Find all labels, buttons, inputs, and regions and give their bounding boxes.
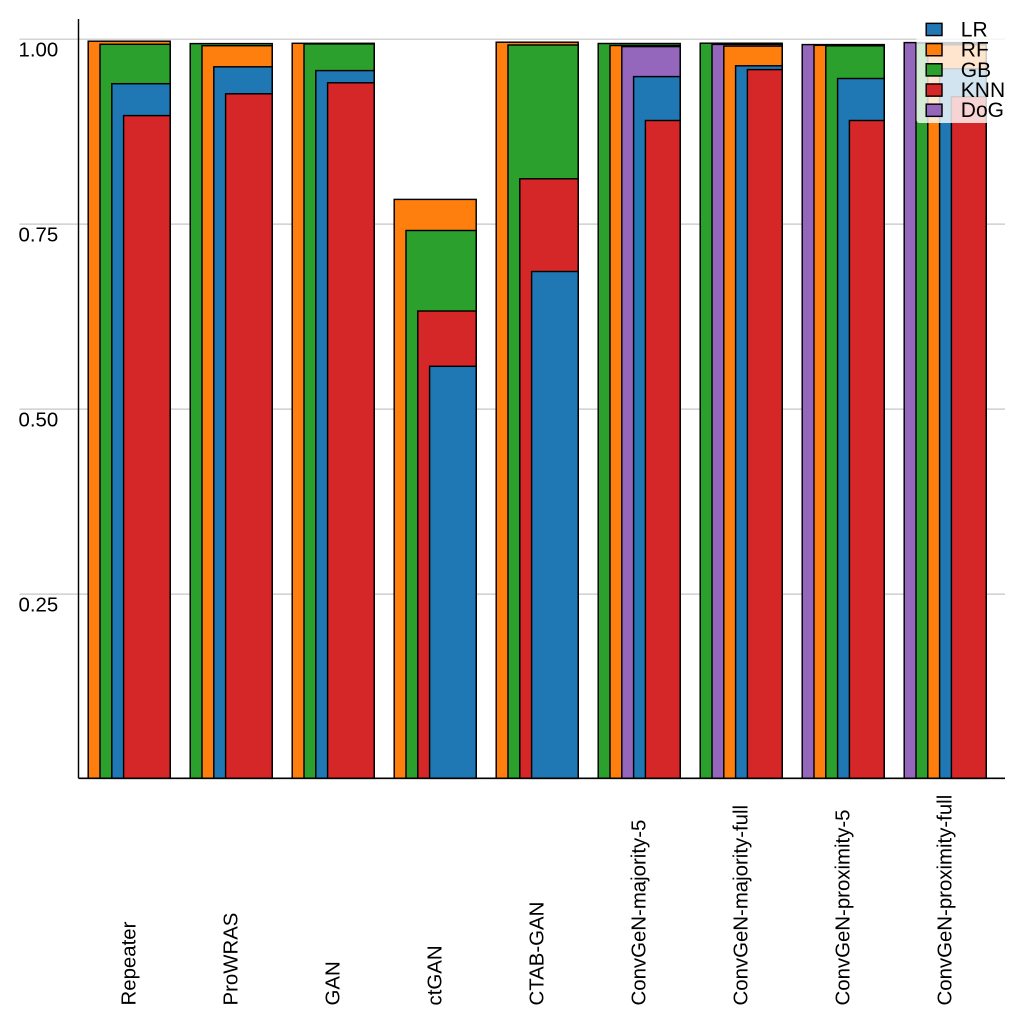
svg-text:ProWRAS: ProWRAS (221, 913, 243, 1006)
svg-text:DoG: DoG (961, 99, 1004, 122)
svg-text:0.25: 0.25 (19, 594, 59, 616)
svg-text:ConvGeN-majority-full: ConvGeN-majority-full (731, 805, 753, 1006)
svg-text:ConvGeN-proximity-5: ConvGeN-proximity-5 (833, 809, 855, 1005)
svg-text:GB: GB (961, 59, 991, 82)
svg-text:ConvGeN-proximity-full: ConvGeN-proximity-full (935, 795, 957, 1006)
svg-text:CTAB-GAN: CTAB-GAN (527, 902, 549, 1006)
svg-text:ctGAN: ctGAN (425, 945, 447, 1005)
svg-text:LR: LR (961, 18, 988, 41)
svg-text:1.00: 1.00 (19, 39, 59, 61)
svg-text:0.50: 0.50 (19, 409, 59, 431)
svg-text:KNN: KNN (961, 79, 1005, 102)
svg-text:GAN: GAN (323, 961, 345, 1005)
svg-text:Repeater: Repeater (119, 921, 141, 1005)
svg-text:ConvGeN-majority-5: ConvGeN-majority-5 (629, 820, 651, 1006)
svg-text:0.75: 0.75 (19, 224, 59, 246)
svg-text:RF: RF (961, 39, 989, 62)
